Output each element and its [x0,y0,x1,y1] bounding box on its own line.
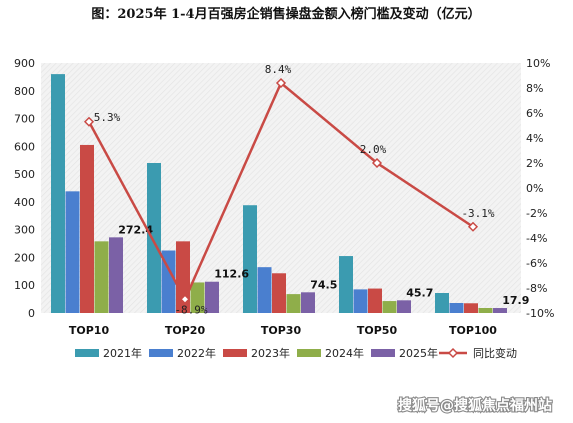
right-axis: -10% -8% -6% -4% -2% 0% 2% 4% 6% 8% 10% [526,57,554,320]
bar [65,191,80,313]
watermark: 搜狐号@搜狐焦点福州站 [397,396,553,415]
left-tick-label: 200 [14,251,35,264]
legend-swatch [297,349,321,357]
category-axis: TOP10 TOP20 TOP30 TOP50 TOP100 [69,324,497,337]
left-tick-label: 0 [28,307,35,320]
watermark-text: 搜狐号@搜狐焦点福州站 [398,397,552,414]
category-label: TOP100 [449,324,497,337]
right-tick-label: 10% [526,57,550,70]
left-tick-label: 100 [14,279,35,292]
left-tick-label: 300 [14,224,35,237]
right-tick-label: 4% [526,132,543,145]
data-label: 112.6 [214,268,249,281]
right-tick-label: -10% [526,307,554,320]
data-label: 17.9 [502,294,529,307]
legend-label: 2023年 [251,346,290,360]
right-tick-label: 2% [526,157,543,170]
line-series: 5.3% -8.9% 8.4% 2.0% -3.1% [83,63,495,316]
category-label: TOP20 [165,324,206,337]
left-tick-label: 400 [14,196,35,209]
bar [478,308,493,313]
bar [51,74,65,313]
bar [397,300,411,313]
legend-label: 同比变动 [473,346,517,360]
data-label: 74.5 [310,278,337,291]
bar [435,293,449,313]
legend-label: 2022年 [177,346,216,360]
legend-label: 2021年 [103,346,142,360]
line-point [179,294,191,305]
right-tick-label: -6% [526,257,547,270]
legend-swatch [223,349,247,357]
bar [382,301,397,313]
chart-title: 图：2025年 1-4月百强房企销售操盘金额入榜门槛及变动（亿元） [91,6,480,22]
bar [161,250,176,313]
bar [286,294,301,313]
bar [109,237,123,313]
bar [464,303,478,313]
data-label: 45.7 [406,286,433,299]
bar [190,282,205,313]
line-label: 2.0% [360,143,387,156]
bar [147,163,161,313]
line-point [467,221,479,232]
bars [51,74,507,313]
bar [449,303,464,313]
left-tick-label: 900 [14,57,35,70]
right-tick-label: -8% [526,282,547,295]
legend-label: 2025年 [399,346,438,360]
legend-label: 2024年 [325,346,364,360]
bar [272,273,286,313]
right-tick-label: 6% [526,107,543,120]
legend-swatch [149,349,173,357]
legend: 2021年 2022年 2023年 2024年 2025年 同比变动 [75,346,517,360]
left-tick-label: 500 [14,168,35,181]
legend-swatch [371,349,395,357]
bar [94,241,109,313]
line-label: -3.1% [461,207,494,220]
bar [493,308,507,313]
legend-marker [447,347,459,359]
right-tick-label: -4% [526,232,547,245]
line-label: -8.9% [174,303,207,316]
left-tick-label: 600 [14,140,35,153]
bar [353,289,368,313]
bar [368,288,382,313]
legend-swatch [75,349,99,357]
left-tick-label: 700 [14,113,35,126]
left-tick-label: 800 [14,85,35,98]
bar [257,267,272,313]
bar [243,205,257,313]
line-label: 8.4% [265,63,292,76]
bar [205,281,219,313]
line-point [275,77,287,89]
right-tick-label: 8% [526,82,543,95]
line-point [371,157,383,169]
right-tick-label: -2% [526,207,547,220]
category-label: TOP10 [69,324,110,337]
bar [339,256,353,313]
right-tick-label: 0% [526,182,543,195]
category-label: TOP30 [261,324,302,337]
line-point [83,116,95,127]
left-axis: 0 100 200 300 400 500 600 700 800 900 [14,57,35,320]
bar [301,292,315,313]
category-label: TOP50 [357,324,398,337]
bar [80,144,94,313]
line-label: 5.3% [94,111,121,124]
